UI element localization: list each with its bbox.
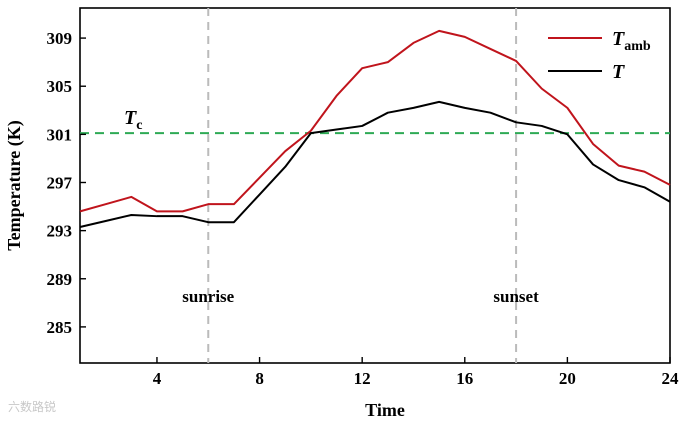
y-tick-label: 301 [47, 125, 73, 144]
legend-label: T [612, 61, 625, 83]
x-tick-label: 4 [153, 369, 162, 388]
x-tick-label: 24 [662, 369, 680, 388]
y-tick-label: 285 [47, 318, 73, 337]
x-axis-title: Time [365, 400, 405, 420]
y-tick-label: 297 [47, 173, 73, 192]
sunset-label: sunset [493, 287, 539, 306]
legend-label: Tamb [612, 28, 651, 54]
y-tick-label: 309 [47, 29, 73, 48]
y-tick-label: 289 [47, 270, 73, 289]
x-tick-label: 20 [559, 369, 576, 388]
sunrise-label: sunrise [182, 287, 234, 306]
x-tick-label: 12 [354, 369, 371, 388]
series-line-t-amb [79, 29, 671, 213]
watermark: 六数路锐 [8, 400, 57, 414]
y-tick-label: 293 [47, 222, 73, 241]
tc-reference-label: Tc [124, 107, 142, 133]
series-line-t [79, 100, 671, 228]
x-tick-label: 8 [255, 369, 264, 388]
plot-border [79, 7, 671, 364]
x-tick-label: 16 [456, 369, 473, 388]
y-axis-title: Temperature (K) [4, 120, 25, 250]
y-tick-label: 305 [47, 77, 73, 96]
